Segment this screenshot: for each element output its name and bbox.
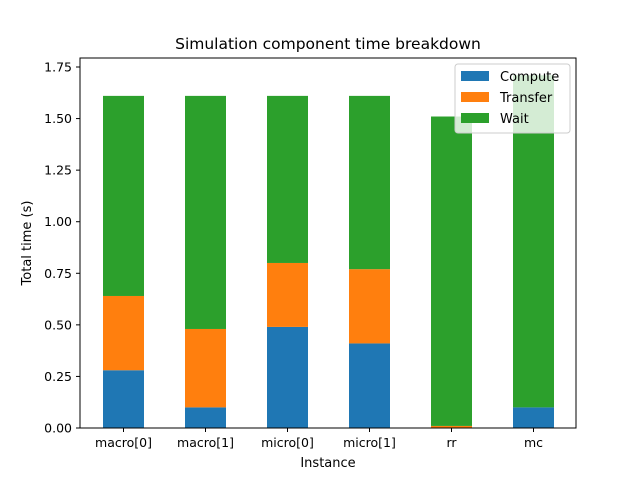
y-tick-label: 1.75 — [44, 60, 72, 75]
legend-label-wait: Wait — [500, 112, 529, 127]
bar-transfer-0 — [103, 296, 144, 370]
y-axis-label: Total time (s) — [20, 201, 35, 287]
bar-wait-1 — [185, 96, 226, 329]
bar-transfer-2 — [267, 263, 308, 327]
x-tick-label: micro[1] — [343, 435, 396, 450]
x-tick-label: micro[0] — [261, 435, 314, 450]
x-tick-label: mc — [524, 435, 543, 450]
y-tick-label: 1.25 — [44, 163, 72, 178]
y-tick-label: 1.50 — [44, 111, 72, 126]
bar-compute-0 — [103, 370, 144, 428]
bar-compute-5 — [513, 407, 554, 428]
bar-compute-3 — [349, 343, 390, 428]
legend-swatch-transfer — [461, 92, 489, 102]
bar-compute-2 — [267, 327, 308, 428]
bar-transfer-3 — [349, 269, 390, 343]
bar-wait-2 — [267, 96, 308, 263]
x-tick-label: macro[1] — [177, 435, 234, 450]
legend-label-transfer: Transfer — [499, 91, 553, 106]
bar-transfer-1 — [185, 329, 226, 407]
y-tick-label: 0.75 — [44, 266, 72, 281]
y-tick-label: 0.50 — [44, 317, 72, 332]
y-tick-label: 1.00 — [44, 214, 72, 229]
x-axis-label: Instance — [300, 456, 355, 471]
bar-compute-1 — [185, 407, 226, 428]
legend: Compute Transfer Wait — [455, 64, 570, 133]
chart-title: Simulation component time breakdown — [175, 35, 481, 53]
legend-swatch-wait — [461, 113, 489, 123]
bar-wait-3 — [349, 96, 390, 269]
x-tick-label: rr — [446, 435, 457, 450]
bar-wait-0 — [103, 96, 144, 296]
bar-wait-4 — [431, 117, 472, 426]
y-tick-label: 0.00 — [44, 421, 72, 436]
y-tick-label: 0.25 — [44, 369, 72, 384]
legend-swatch-compute — [461, 71, 489, 81]
x-tick-label: macro[0] — [95, 435, 152, 450]
legend-label-compute: Compute — [500, 70, 559, 85]
